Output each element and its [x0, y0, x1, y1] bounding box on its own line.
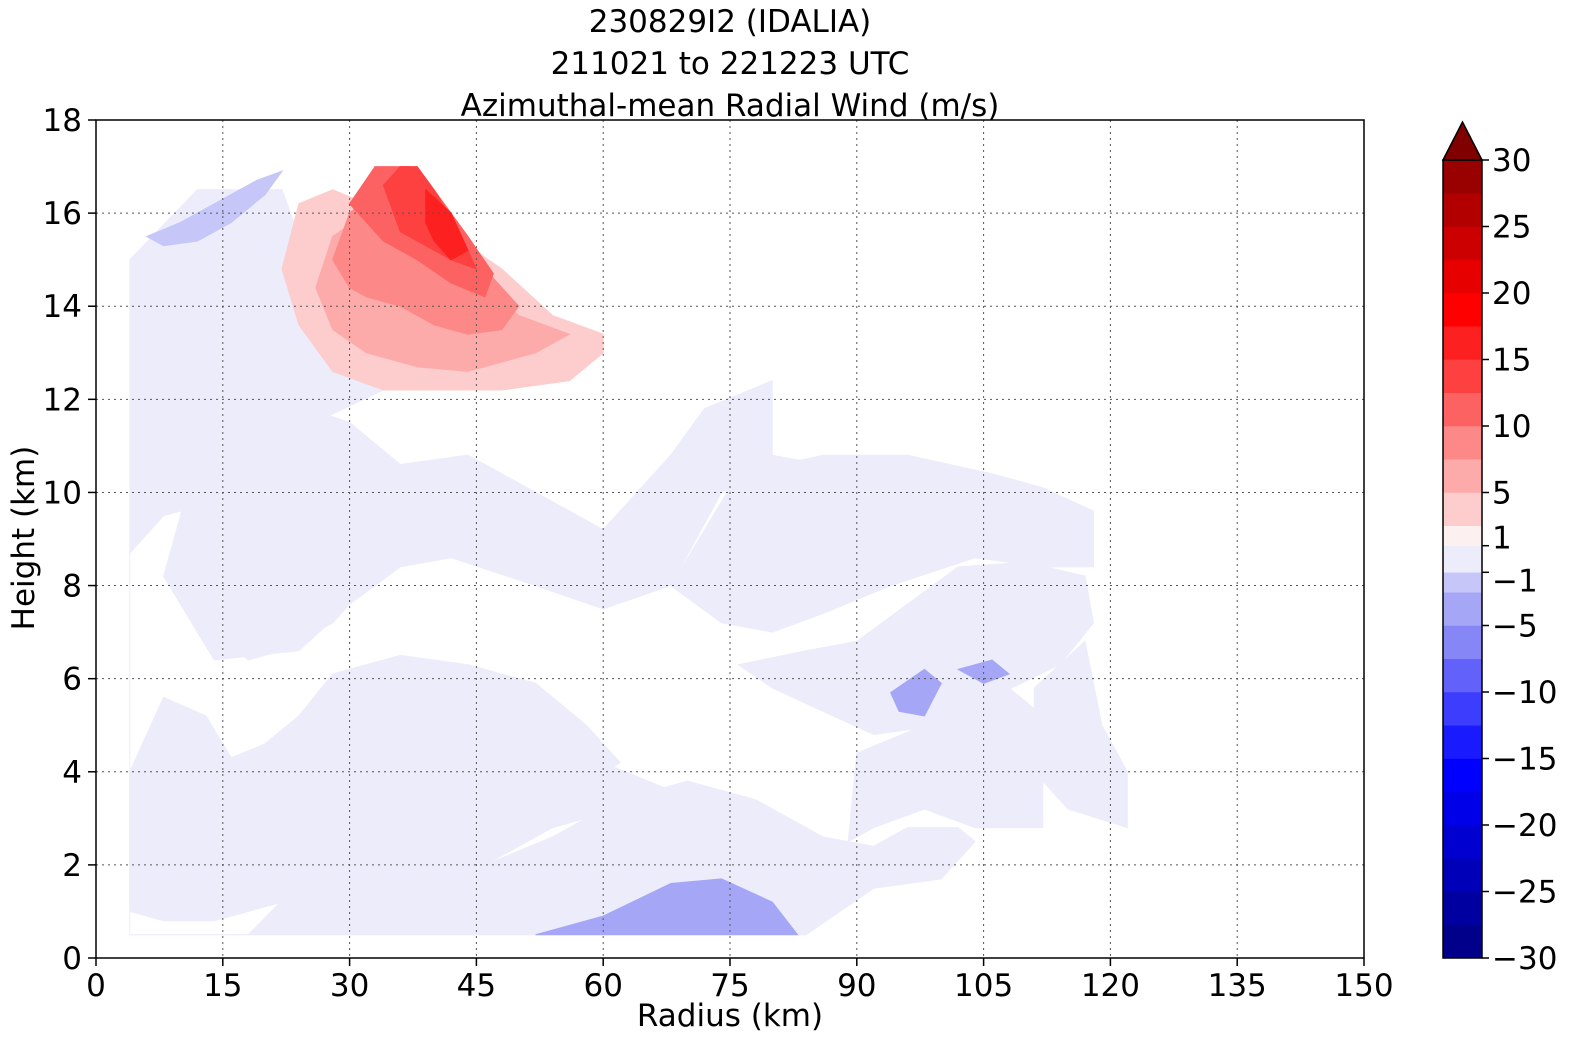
x-axis-ticks: 0 15 30 45 60 75 90 105 120 135 150: [86, 958, 1394, 1004]
x-tick-label: 30: [330, 968, 369, 1004]
colorbar-tick-label: −15: [1492, 742, 1557, 778]
colorbar-tick-label: −5: [1492, 609, 1538, 645]
colorbar-segment: [1442, 159, 1483, 194]
x-tick-label: 15: [203, 968, 242, 1004]
chart-title-line-1: 230829I2 (IDALIA): [588, 4, 872, 40]
colorbar-tick-label: −25: [1492, 875, 1557, 911]
colorbar-segment: [1442, 658, 1483, 693]
colorbar-segment: [1442, 226, 1483, 260]
colorbar-segment: [1442, 193, 1483, 227]
colorbar-segment: [1442, 459, 1483, 493]
contour-region-weak-positive-far-right-lower: [1033, 640, 1128, 829]
y-tick-label: 10: [43, 475, 82, 511]
colorbar-segment: [1442, 924, 1483, 959]
colorbar-segment: [1442, 625, 1483, 659]
colorbar-segment: [1442, 359, 1483, 393]
colorbar-segment: [1442, 492, 1483, 526]
x-tick-label: 135: [1208, 968, 1267, 1004]
colorbar-segment: [1442, 525, 1483, 546]
y-tick-label: 4: [62, 755, 82, 791]
colorbar-segment: [1442, 425, 1483, 460]
contour-region-weak-negative-lower-bottom: [535, 878, 799, 936]
colorbar-tick-label: 15: [1492, 343, 1531, 379]
colorbar-segment: [1442, 572, 1483, 593]
contour-region-weak-negative-lower-mid: [264, 780, 976, 936]
colorbar-tick-label: 25: [1492, 210, 1531, 246]
contour-region-weak-negative-right-patch: [889, 668, 942, 717]
colorbar-tick-label: −30: [1492, 941, 1557, 977]
colorbar-segment: [1442, 824, 1483, 859]
y-axis-label: Height (km): [6, 445, 42, 631]
colorbar-segment: [1442, 259, 1483, 294]
colorbar-frame: [1442, 159, 1483, 959]
colorbar-tick-label: 1: [1492, 521, 1512, 557]
colorbar-segment: [1442, 758, 1483, 792]
colorbar-segment: [1442, 392, 1483, 427]
x-tick-label: 105: [954, 968, 1013, 1004]
colorbar-tick-label: −1: [1492, 563, 1538, 599]
colorbar-segment: [1442, 292, 1483, 327]
x-tick-label: 75: [710, 968, 749, 1004]
x-tick-label: 120: [1081, 968, 1140, 1004]
y-tick-label: 2: [62, 848, 82, 884]
chart-title-line-3: Azimuthal-mean Radial Wind (m/s): [460, 88, 1000, 124]
x-tick-label: 60: [583, 968, 622, 1004]
y-tick-label: 0: [62, 941, 82, 977]
colorbar-segment: [1442, 725, 1483, 759]
x-tick-label: 0: [86, 968, 106, 1004]
chart-title-line-2: 211021 to 221223 UTC: [550, 46, 910, 82]
contour-region-weak-positive-upper-right: [670, 454, 1094, 633]
y-tick-label: 18: [43, 103, 82, 139]
colorbar-segment: [1442, 891, 1483, 925]
contour-region-weak-negative-center: [163, 379, 824, 661]
colorbar-tick-label: −20: [1492, 808, 1557, 844]
y-tick-label: 14: [43, 289, 82, 325]
y-tick-label: 12: [43, 382, 82, 418]
colorbar-segment: [1442, 592, 1483, 626]
x-tick-label: 45: [457, 968, 496, 1004]
y-tick-label: 6: [62, 662, 82, 698]
contour-region-weak-negative-upper-left-tip: [145, 170, 284, 247]
x-axis-label: Radius (km): [636, 998, 824, 1034]
colorbar-segment: [1442, 326, 1483, 360]
colorbar-tick-label: 5: [1492, 476, 1512, 512]
contour-region-weak-negative-right-mid: [737, 561, 1095, 736]
colorbar-tick-label: 10: [1492, 409, 1531, 445]
y-tick-label: 8: [62, 569, 82, 605]
grid-lines: [96, 120, 1364, 958]
x-tick-label: 90: [837, 968, 876, 1004]
colorbar-extend-arrow: [1441, 120, 1484, 161]
y-tick-label: 16: [43, 196, 82, 232]
colorbar-tick-label: 30: [1492, 143, 1531, 179]
y-axis-ticks: 0 2 4 6 8 10 12 14 16 18: [43, 103, 96, 977]
radial-wind-field: [129, 166, 1128, 936]
colorbar-segment: [1442, 858, 1483, 892]
colorbar-segment: [1442, 791, 1483, 826]
colorbar-tick-label: −10: [1492, 675, 1557, 711]
colorbar-tick-label: 20: [1492, 276, 1531, 312]
contour-region-weak-positive-lower-left-b: [129, 654, 621, 922]
colorbar-segment: [1442, 691, 1483, 726]
contour-region-weak-negative-right-patch-b: [956, 659, 1010, 684]
x-tick-label: 150: [1334, 968, 1393, 1004]
colorbar: 30 25 20 15 10 5 1 −1 −5 −10 −15 −20 −25 −30: [1441, 120, 1557, 977]
colorbar-segment: [1442, 545, 1483, 573]
